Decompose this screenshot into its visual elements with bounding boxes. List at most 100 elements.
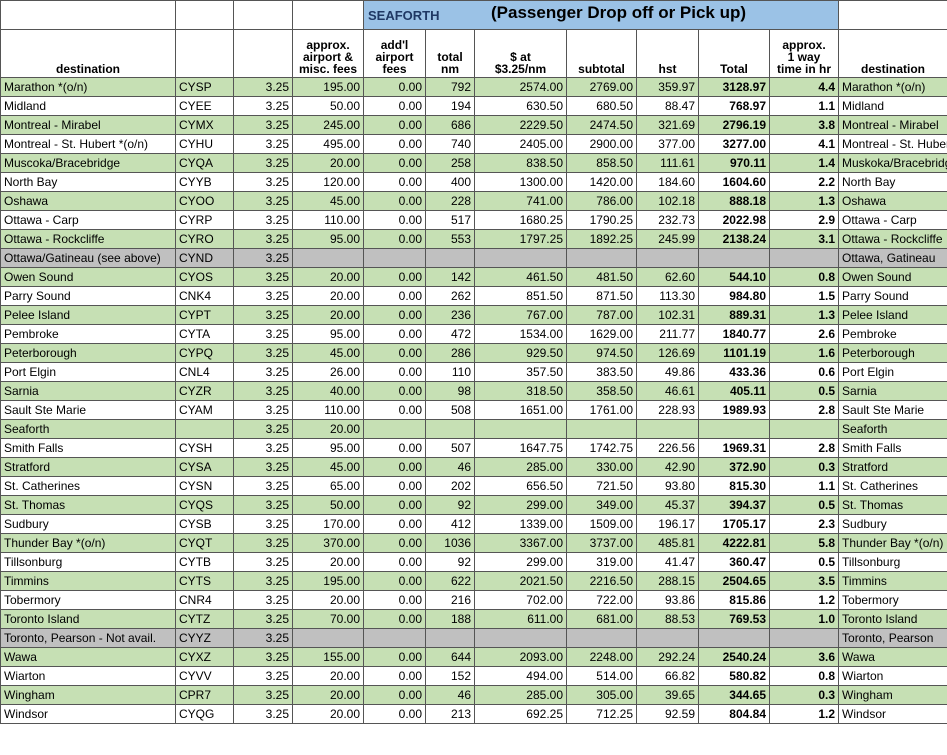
cell: 93.80 [636, 476, 699, 496]
rate-table: SEAFORTH (Passenger Drop off or Pick up)… [0, 0, 947, 724]
cell: 0.00 [363, 438, 426, 458]
cell: 285.00 [474, 685, 567, 705]
cell [425, 628, 475, 648]
cell: 1604.60 [698, 172, 770, 192]
cell: 110 [425, 362, 475, 382]
cell: 152 [425, 666, 475, 686]
cell: CYTZ [175, 609, 234, 629]
cell: 1.1 [768, 476, 840, 496]
data-row: Sarnia CYZR 3.25 40.00 0.00 98 318.50 358.50 46.… [0, 381, 947, 401]
cell: Tillsonburg [0, 552, 176, 572]
cell: Smith Falls [838, 438, 947, 458]
cell: Montreal - St. Hubert *(o/n) [0, 134, 176, 154]
cell: 196.17 [636, 514, 699, 534]
cell: Windsor [0, 704, 176, 724]
cell: 120.00 [292, 172, 364, 192]
header-cell: subtotal [566, 29, 637, 78]
data-row: Windsor CYQG 3.25 20.00 0.00 213 692.25 712.25 9… [0, 704, 947, 724]
cell: 741.00 [474, 191, 567, 211]
data-row: Ottawa - Rockcliffe CYRO 3.25 95.00 0.00 553 1… [0, 229, 947, 249]
cell: Owen Sound [0, 267, 176, 287]
cell: 211.77 [636, 324, 699, 344]
cell: 383.50 [566, 362, 637, 382]
data-row: Toronto, Pearson - Not avail. CYYZ 3.25 Tor… [0, 628, 947, 648]
cell: Stratford [0, 457, 176, 477]
header-cell: hst [636, 29, 699, 78]
cell: Parry Sound [0, 286, 176, 306]
cell: 656.50 [474, 476, 567, 496]
cell: Peterborough [838, 343, 947, 363]
cell [698, 248, 770, 268]
cell: 0.00 [363, 552, 426, 572]
data-row: North Bay CYYB 3.25 120.00 0.00 400 1300.00 142… [0, 172, 947, 192]
cell: 46.61 [636, 381, 699, 401]
cell: 0.00 [363, 590, 426, 610]
cell: 95.00 [292, 324, 364, 344]
cell: 0.00 [363, 514, 426, 534]
cell [636, 628, 699, 648]
cell: 3.25 [233, 229, 293, 249]
cell: 3128.97 [698, 77, 770, 97]
cell: Timmins [0, 571, 176, 591]
cell: Marathon *(o/n) [838, 77, 947, 97]
cell: 1629.00 [566, 324, 637, 344]
cell: 1101.19 [698, 343, 770, 363]
cell: 102.18 [636, 191, 699, 211]
cell: Tobermory [838, 590, 947, 610]
data-row: Midland CYEE 3.25 50.00 0.00 194 630.50 680.50 8… [0, 96, 947, 116]
cell: 2.9 [768, 210, 840, 230]
cell: 3.25 [233, 533, 293, 553]
data-row: Sault Ste Marie CYAM 3.25 110.00 0.00 508 1651… [0, 400, 947, 420]
cell [768, 419, 840, 439]
data-row: Muscoka/Bracebridge CYQA 3.25 20.00 0.00 258 8… [0, 153, 947, 173]
cell: Midland [838, 96, 947, 116]
cell: 2.6 [768, 324, 840, 344]
cell: CYTA [175, 324, 234, 344]
cell [566, 628, 637, 648]
data-row: Oshawa CYOO 3.25 45.00 0.00 228 741.00 786.00 10… [0, 191, 947, 211]
cell [175, 0, 234, 30]
cell: 3.25 [233, 419, 293, 439]
cell: 3.25 [233, 191, 293, 211]
cell: 216 [425, 590, 475, 610]
cell: 0.00 [363, 305, 426, 325]
data-row: Sudbury CYSB 3.25 170.00 0.00 412 1339.00 1509.… [0, 514, 947, 534]
cell: 4.4 [768, 77, 840, 97]
cell: CNK4 [175, 286, 234, 306]
cell: CYTB [175, 552, 234, 572]
cell: Muskoka/Bracebridge [838, 153, 947, 173]
cell: 288.15 [636, 571, 699, 591]
cell: 507 [425, 438, 475, 458]
cell: CYYB [175, 172, 234, 192]
cell: 188 [425, 609, 475, 629]
cell: Port Elgin [0, 362, 176, 382]
cell: 359.97 [636, 77, 699, 97]
cell: 792 [425, 77, 475, 97]
cell: 740 [425, 134, 475, 154]
cell: 0.00 [363, 153, 426, 173]
cell: 40.00 [292, 381, 364, 401]
cell: 50.00 [292, 96, 364, 116]
cell: Ottawa - Rockcliffe [0, 229, 176, 249]
cell: 0.00 [363, 115, 426, 135]
data-row: Tillsonburg CYTB 3.25 20.00 0.00 92 299.00 319.… [0, 552, 947, 572]
data-row: Thunder Bay *(o/n) CYQT 3.25 370.00 0.00 1036… [0, 533, 947, 553]
cell: CYND [175, 248, 234, 268]
cell: 692.25 [474, 704, 567, 724]
data-row: Montreal - St. Hubert *(o/n) CYHU 3.25 495.… [0, 134, 947, 154]
cell: 3.25 [233, 685, 293, 705]
cell [698, 628, 770, 648]
cell: 262 [425, 286, 475, 306]
cell: CNR4 [175, 590, 234, 610]
cell: 3.25 [233, 381, 293, 401]
cell: 394.37 [698, 495, 770, 515]
cell: 88.53 [636, 609, 699, 629]
cell: 3.25 [233, 457, 293, 477]
data-row: Ottawa/Gatineau (see above) CYND 3.25 Ottaw… [0, 248, 947, 268]
cell: Thunder Bay *(o/n) [838, 533, 947, 553]
cell: 1534.00 [474, 324, 567, 344]
cell: Wingham [838, 685, 947, 705]
cell: 3.25 [233, 438, 293, 458]
header-cell: approx. 1 way time in hr [768, 29, 840, 78]
cell [768, 628, 840, 648]
